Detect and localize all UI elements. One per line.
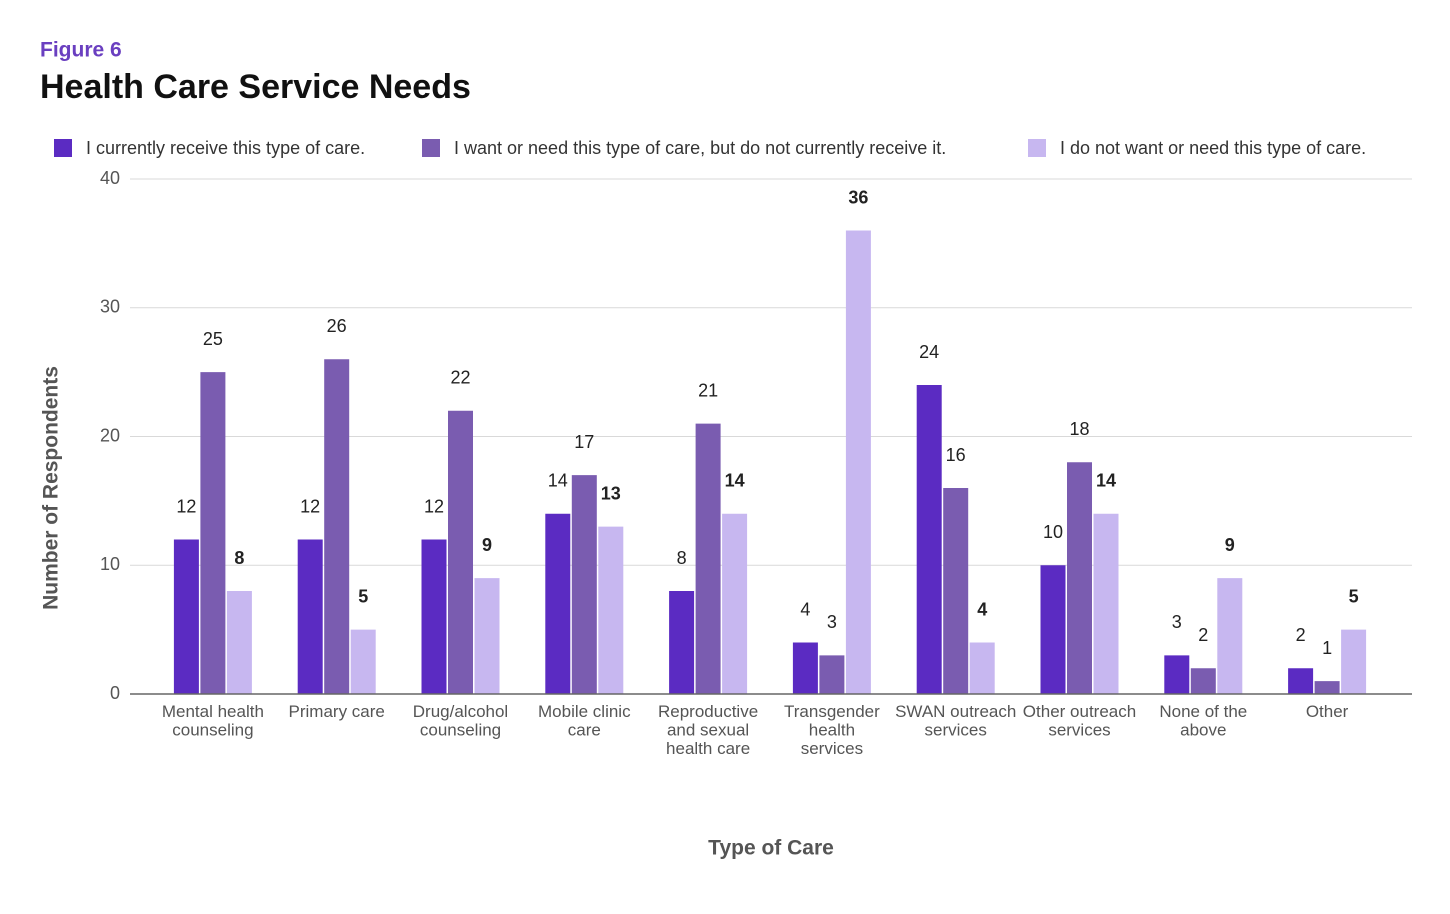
bar <box>792 642 818 694</box>
value-label: 5 <box>1349 586 1359 606</box>
x-tick-label: Mobile clinic care <box>538 702 631 740</box>
bar <box>845 230 871 694</box>
bar <box>324 359 350 694</box>
bar <box>421 539 447 694</box>
value-label: 14 <box>725 471 745 491</box>
legend-swatch <box>54 139 72 157</box>
x-tick-label: Other outreach services <box>1023 702 1136 740</box>
y-tick-label: 30 <box>100 297 120 317</box>
x-tick-label: Primary care <box>289 702 385 721</box>
bar <box>173 539 199 694</box>
value-label: 14 <box>1096 471 1116 491</box>
figure-label: Figure 6 <box>40 39 122 62</box>
y-tick-label: 10 <box>100 554 120 574</box>
value-label: 8 <box>677 548 687 568</box>
bar <box>1164 655 1190 694</box>
bar <box>695 423 721 694</box>
bar <box>916 385 942 694</box>
x-tick-label: Transgender health services <box>784 702 880 758</box>
bar <box>1288 668 1314 694</box>
bar <box>969 642 995 694</box>
bar <box>297 539 323 694</box>
value-label: 8 <box>234 548 244 568</box>
bar <box>1093 513 1119 694</box>
bar <box>722 513 748 694</box>
value-label: 12 <box>300 496 320 516</box>
legend-label: I currently receive this type of care. <box>86 138 365 158</box>
bar <box>1190 668 1216 694</box>
bar <box>226 591 252 694</box>
value-label: 25 <box>203 329 223 349</box>
bar <box>571 475 597 694</box>
value-label: 9 <box>1225 535 1235 555</box>
bar <box>943 488 969 694</box>
value-label: 14 <box>548 471 568 491</box>
y-tick-label: 40 <box>100 168 120 188</box>
value-label: 24 <box>919 342 939 362</box>
chart-title: Health Care Service Needs <box>40 68 471 106</box>
value-label: 26 <box>327 316 347 336</box>
value-label: 2 <box>1296 625 1306 645</box>
legend-label: I want or need this type of care, but do… <box>454 138 946 158</box>
legend-swatch <box>1028 139 1046 157</box>
x-tick-label: None of the above <box>1159 702 1247 740</box>
value-label: 3 <box>1172 612 1182 632</box>
x-tick-label: Mental health counseling <box>162 702 264 740</box>
value-label: 4 <box>800 599 810 619</box>
bar <box>819 655 845 694</box>
value-label: 22 <box>450 368 470 388</box>
bar <box>1314 681 1340 694</box>
y-tick-label: 0 <box>110 683 120 703</box>
bar <box>545 513 571 694</box>
bar <box>669 591 695 694</box>
x-axis-label: Type of Care <box>708 837 834 860</box>
value-label: 12 <box>176 496 196 516</box>
x-tick-label: SWAN outreach services <box>895 702 1016 740</box>
x-tick-label: Other <box>1306 702 1349 721</box>
x-tick-label: Reproductive and sexual health care <box>658 702 758 758</box>
value-label: 5 <box>358 586 368 606</box>
bar <box>448 410 473 694</box>
value-label: 17 <box>574 432 594 452</box>
bar <box>598 526 624 694</box>
value-label: 3 <box>827 612 837 632</box>
y-tick-label: 20 <box>100 425 120 445</box>
legend-swatch <box>422 139 440 157</box>
value-label: 2 <box>1198 625 1208 645</box>
bar <box>1217 578 1243 694</box>
value-label: 18 <box>1069 419 1089 439</box>
value-label: 1 <box>1322 638 1332 658</box>
x-tick-label: Drug/alcohol counseling <box>413 702 508 740</box>
value-label: 16 <box>946 445 966 465</box>
value-label: 10 <box>1043 522 1063 542</box>
legend-label: I do not want or need this type of care. <box>1060 138 1366 158</box>
value-label: 21 <box>698 380 718 400</box>
value-label: 12 <box>424 496 444 516</box>
value-label: 4 <box>977 599 987 619</box>
bar <box>1067 462 1092 694</box>
bar <box>200 372 226 694</box>
value-label: 13 <box>601 483 621 503</box>
value-label: 9 <box>482 535 492 555</box>
y-axis-label: Number of Respondents <box>40 366 63 610</box>
value-label: 36 <box>848 187 868 207</box>
bar <box>1341 629 1367 694</box>
bar <box>350 629 376 694</box>
bar <box>1040 565 1066 694</box>
bar <box>474 578 500 694</box>
